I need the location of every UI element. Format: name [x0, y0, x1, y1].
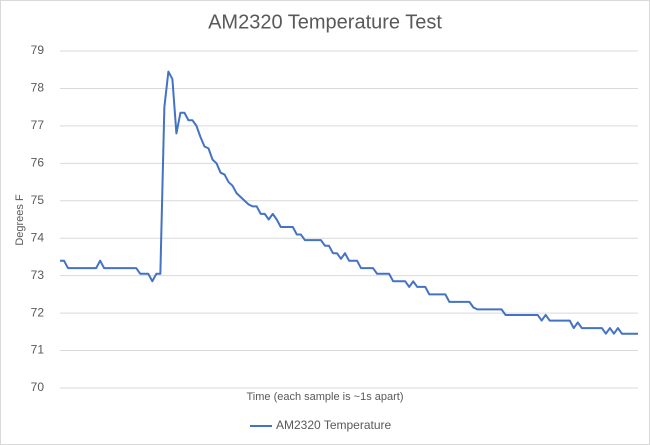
y-tick-label: 71 [31, 343, 45, 357]
y-tick-label: 76 [31, 156, 45, 170]
x-axis-label: Time (each sample is ~1s apart) [246, 391, 403, 403]
y-tick-label: 73 [31, 268, 45, 282]
y-tick-label: 77 [31, 118, 45, 132]
chart-title: AM2320 Temperature Test [208, 11, 442, 33]
y-tick-label: 78 [31, 81, 45, 95]
y-axis-label: Degrees F [14, 194, 26, 246]
y-tick-label: 75 [31, 193, 45, 207]
data-line [60, 70, 638, 335]
y-tick-label: 79 [31, 43, 45, 57]
y-tick-label: 70 [31, 380, 45, 394]
y-tick-label: 74 [31, 230, 45, 244]
legend-label: AM2320 Temperature [276, 418, 392, 432]
y-tick-label: 72 [31, 305, 45, 319]
